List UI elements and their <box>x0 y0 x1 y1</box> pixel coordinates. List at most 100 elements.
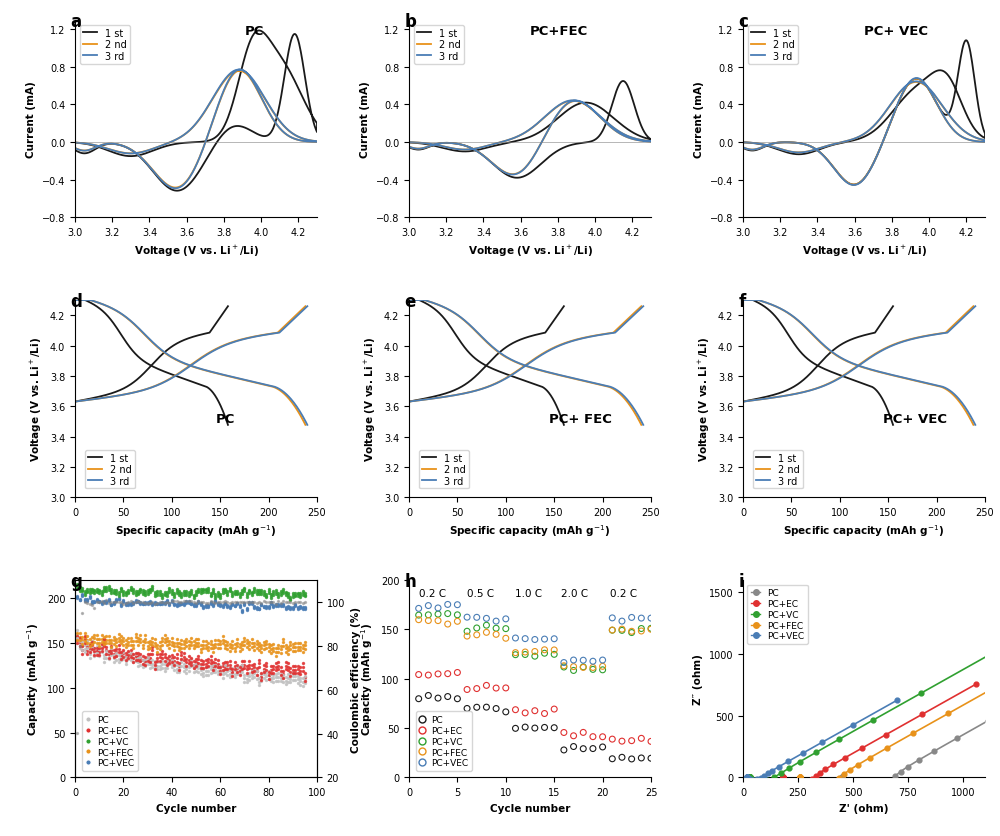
Point <box>154 635 170 648</box>
Point <box>207 589 223 603</box>
Point <box>198 665 214 678</box>
Point <box>253 667 269 681</box>
Point <box>86 596 102 609</box>
Point <box>261 665 277 679</box>
Point <box>742 771 758 784</box>
Point <box>120 584 136 597</box>
Point <box>111 595 127 609</box>
Point <box>430 691 446 705</box>
Text: i: i <box>738 573 744 590</box>
Point <box>198 642 214 655</box>
Point <box>227 663 243 676</box>
Point <box>188 598 204 611</box>
Point <box>234 595 250 609</box>
Point <box>128 650 144 663</box>
Point <box>232 661 248 675</box>
Point <box>297 670 313 683</box>
Point <box>111 585 127 599</box>
Point <box>159 631 175 645</box>
Point <box>219 599 235 613</box>
Point <box>280 648 296 661</box>
Point <box>251 675 267 688</box>
Point <box>285 660 301 673</box>
Point <box>251 602 267 615</box>
Point <box>72 594 88 608</box>
Y-axis label: Current (mA): Current (mA) <box>694 81 704 158</box>
Point <box>282 601 298 614</box>
Point <box>285 603 301 616</box>
Point <box>292 587 308 600</box>
Point <box>776 773 792 787</box>
Point <box>270 645 286 659</box>
Point <box>297 596 313 609</box>
Point <box>178 660 194 673</box>
Point <box>780 755 796 768</box>
Point <box>756 769 772 782</box>
Point <box>205 638 221 651</box>
Point <box>106 644 122 657</box>
Point <box>74 634 90 647</box>
Point <box>224 599 240 612</box>
Point <box>239 590 255 604</box>
Point <box>614 614 630 628</box>
Point <box>91 641 107 655</box>
Point <box>166 636 182 650</box>
Point <box>190 658 206 671</box>
Point <box>210 638 226 651</box>
Point <box>265 596 281 609</box>
Point <box>128 585 144 599</box>
Point <box>893 765 909 778</box>
Point <box>152 659 168 672</box>
Point <box>273 671 289 685</box>
Point <box>176 665 192 678</box>
Point <box>239 675 255 689</box>
Point <box>217 642 233 655</box>
Point <box>210 599 226 612</box>
Point <box>159 639 175 652</box>
Point <box>115 650 131 664</box>
Legend: 1 st, 2 nd, 3 rd: 1 st, 2 nd, 3 rd <box>80 26 130 64</box>
Point <box>212 635 228 648</box>
Point <box>106 584 122 597</box>
Point <box>775 771 791 784</box>
Point <box>152 650 168 664</box>
Point <box>256 599 272 613</box>
Point <box>834 771 850 784</box>
Point <box>152 596 168 609</box>
X-axis label: Voltage (V vs. Li$^+$/Li): Voltage (V vs. Li$^+$/Li) <box>134 243 258 258</box>
Point <box>186 599 202 613</box>
Point <box>123 631 139 645</box>
Point <box>244 597 260 610</box>
Point <box>742 771 758 784</box>
Point <box>224 642 240 655</box>
Point <box>154 598 170 611</box>
Point <box>118 655 134 668</box>
Point <box>914 708 930 721</box>
Point <box>278 655 294 669</box>
Point <box>161 599 177 612</box>
Point <box>89 644 105 657</box>
Point <box>249 672 265 686</box>
Point <box>144 640 160 654</box>
Point <box>546 648 562 661</box>
Point <box>149 645 165 659</box>
Point <box>282 590 298 604</box>
Point <box>161 650 177 663</box>
Point <box>140 584 156 597</box>
Point <box>825 757 841 771</box>
Point <box>775 771 791 784</box>
Point <box>275 668 291 681</box>
Point <box>113 647 129 660</box>
Point <box>831 772 847 785</box>
Point <box>178 594 194 608</box>
Point <box>178 594 194 608</box>
Point <box>227 599 243 613</box>
Point <box>239 603 255 616</box>
Point <box>258 656 274 670</box>
Point <box>834 771 850 784</box>
Point <box>440 690 456 703</box>
Point <box>792 771 808 784</box>
Point <box>164 594 180 607</box>
Point <box>234 659 250 672</box>
Point <box>285 602 301 615</box>
